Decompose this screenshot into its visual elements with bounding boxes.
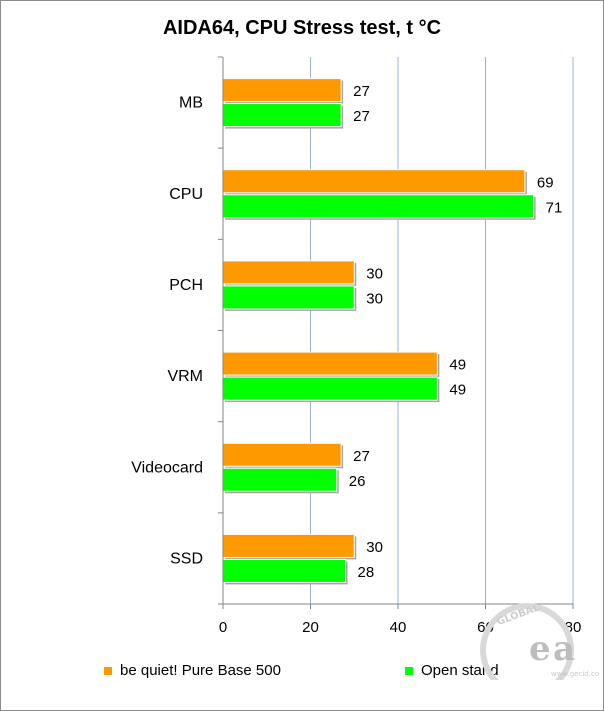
svg-text:e: e <box>529 629 551 669</box>
axes <box>218 56 574 609</box>
x-tick-label-2: 40 <box>390 619 407 636</box>
data-label-ssd-series-1: 30 <box>366 539 383 556</box>
bar-mb-series-1 <box>222 78 342 103</box>
data-label-pch-series-1: 30 <box>366 265 383 282</box>
chart-title: AIDA64, CPU Stress test, t °C <box>162 17 442 39</box>
data-label-mb-series-1: 27 <box>353 83 370 100</box>
labels: 0 20 40 60 80MB2727CPU6971PCH3030VRM4949Vide… <box>131 83 581 636</box>
x-tick-label-1: 20 <box>302 619 319 636</box>
legend-label-2: Open stand <box>421 662 499 679</box>
legend-label-1: be quiet! Pure Base 500 <box>120 662 281 679</box>
category-label-pch: PCH <box>169 277 203 294</box>
gecid-logo-watermark: GLOBAL e a www.gecid.com <box>480 602 599 680</box>
bar-videocard-series-2 <box>222 467 338 492</box>
bar-cpu-series-2 <box>222 194 535 219</box>
data-label-mb-series-2: 27 <box>353 108 370 125</box>
bars <box>222 78 536 585</box>
x-tick-label-0: 0 <box>219 619 227 636</box>
data-label-pch-series-2: 30 <box>366 290 383 307</box>
data-label-vrm-series-2: 49 <box>449 382 466 399</box>
legend-item-1: be quiet! Pure Base 500 <box>104 662 281 679</box>
bar-cpu-series-1 <box>222 169 526 194</box>
bar-videocard-series-1 <box>222 442 342 467</box>
data-label-cpu-series-1: 69 <box>537 174 554 191</box>
bar-vrm-series-1 <box>222 351 438 376</box>
data-label-videocard-series-2: 26 <box>349 473 366 490</box>
bar-mb-series-2 <box>222 103 342 128</box>
data-label-videocard-series-1: 27 <box>353 448 370 465</box>
svg-text:a: a <box>553 629 575 669</box>
bar-pch-series-1 <box>222 260 355 285</box>
bar-vrm-series-2 <box>222 376 438 401</box>
bar-pch-series-2 <box>222 285 355 310</box>
legend-swatch-2 <box>405 666 413 675</box>
category-label-mb: MB <box>179 95 203 112</box>
data-label-ssd-series-2: 28 <box>358 564 375 581</box>
legend-item-2: Open stand <box>405 662 499 679</box>
category-label-ssd: SSD <box>170 550 203 567</box>
category-label-vrm: VRM <box>167 368 203 385</box>
svg-text:www.gecid.com: www.gecid.com <box>551 670 599 678</box>
category-label-cpu: CPU <box>169 186 203 203</box>
data-label-vrm-series-1: 49 <box>449 357 466 374</box>
grid-lines <box>310 57 574 604</box>
data-label-cpu-series-2: 71 <box>546 199 563 216</box>
category-label-videocard: Videocard <box>131 459 203 476</box>
bar-ssd-series-1 <box>222 533 355 558</box>
legend-swatch-1 <box>104 666 112 675</box>
bar-ssd-series-2 <box>222 558 346 583</box>
